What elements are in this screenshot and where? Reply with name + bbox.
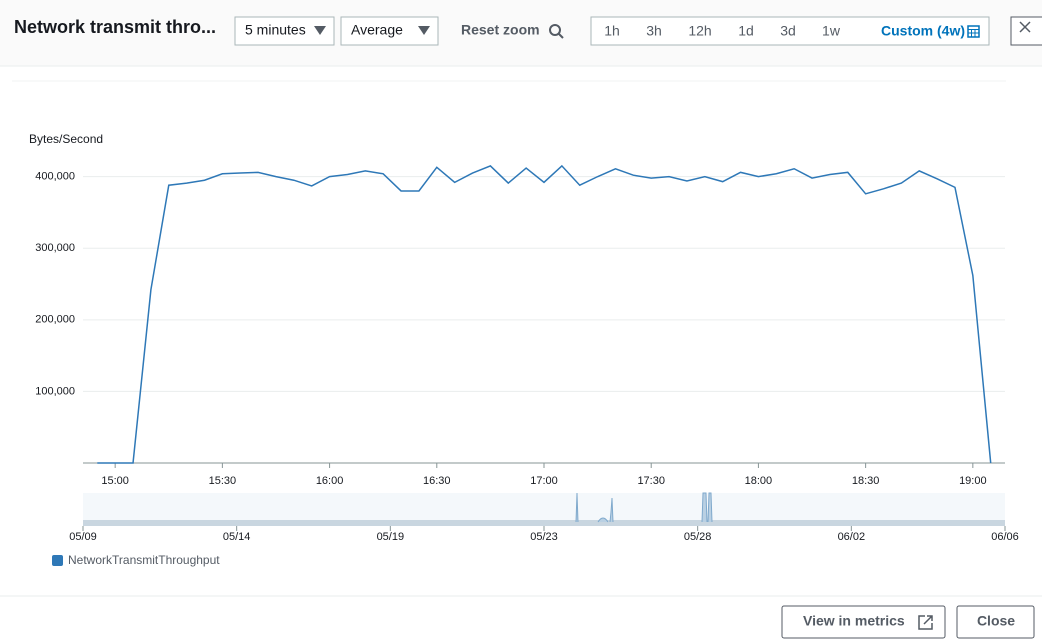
navigator-trace: [575, 492, 713, 523]
x-tick-label: 16:30: [423, 475, 451, 487]
navigator-tick-label: 05/09: [69, 531, 97, 543]
refresh-button[interactable]: [1010, 16, 1042, 46]
zoom-icon: [549, 24, 561, 36]
dropdown-text: Average: [351, 22, 403, 38]
y-tick-label: 400,000: [35, 171, 75, 183]
x-tick-label: 17:00: [530, 475, 558, 487]
button-box: [956, 605, 1035, 639]
y-tick-label: 100,000: [35, 385, 75, 397]
navigator-tick-label: 05/19: [377, 531, 405, 543]
x-tick-label: 18:00: [745, 475, 773, 487]
dropdown-arrow: [314, 26, 326, 35]
navigator-tick-label: 05/23: [530, 531, 558, 543]
button-label: View in metrics: [803, 613, 905, 629]
x-tick-label: 17:30: [637, 475, 665, 487]
y-axis-label: Bytes/Second: [29, 132, 103, 146]
period-dropdown[interactable]: 5 minutes: [234, 16, 335, 46]
range-button[interactable]: 3d: [780, 23, 796, 39]
reset-zoom[interactable]: Reset zoom: [461, 22, 564, 39]
external-icon: [918, 615, 933, 630]
data-line: [97, 164, 992, 464]
button-label: Close: [977, 613, 1015, 629]
reset-zoom-label: Reset zoom: [461, 22, 540, 38]
x-tick-label: 19:00: [959, 475, 987, 487]
legend-item[interactable]: NetworkTransmitThroughput: [52, 553, 220, 567]
close-button[interactable]: Close: [956, 605, 1035, 639]
range-group: [590, 16, 990, 46]
button-box: [781, 605, 946, 639]
calendar-icon: [967, 25, 980, 38]
view-in-metrics-button[interactable]: View in metrics: [781, 605, 946, 639]
y-tick-label: 300,000: [35, 242, 75, 254]
legend-label: NetworkTransmitThroughput: [68, 553, 220, 567]
range-button[interactable]: 3h: [646, 23, 662, 39]
range-button[interactable]: Custom (4w): [881, 23, 965, 39]
navigator-baseline: [83, 520, 1005, 526]
x-tick-label: 15:00: [101, 475, 129, 487]
zoom-icon: [558, 33, 564, 39]
x-tick-label: 16:00: [316, 475, 344, 487]
x-tick-label: 18:30: [852, 475, 880, 487]
legend-swatch: [52, 555, 63, 566]
x-tick-label: 15:30: [209, 475, 237, 487]
range-button[interactable]: 1d: [738, 23, 754, 39]
refresh-box: [1010, 16, 1042, 46]
dropdown-arrow: [418, 26, 430, 35]
range-button[interactable]: 1w: [822, 23, 841, 39]
dropdown-text: 5 minutes: [245, 22, 306, 38]
navigator-tick-label: 05/28: [684, 531, 712, 543]
y-tick-label: 200,000: [35, 314, 75, 326]
navigator-tick-label: 06/06: [991, 531, 1019, 543]
navigator-tick-label: 05/14: [223, 531, 251, 543]
navigator-tick-label: 06/02: [838, 531, 866, 543]
statistic-dropdown[interactable]: Average: [340, 16, 439, 46]
refresh-icon: [1019, 21, 1031, 33]
range-button[interactable]: 12h: [688, 23, 711, 39]
range-button[interactable]: 1h: [604, 23, 620, 39]
title: Network transmit thro...: [14, 17, 216, 37]
calendar-icon: [968, 29, 979, 37]
